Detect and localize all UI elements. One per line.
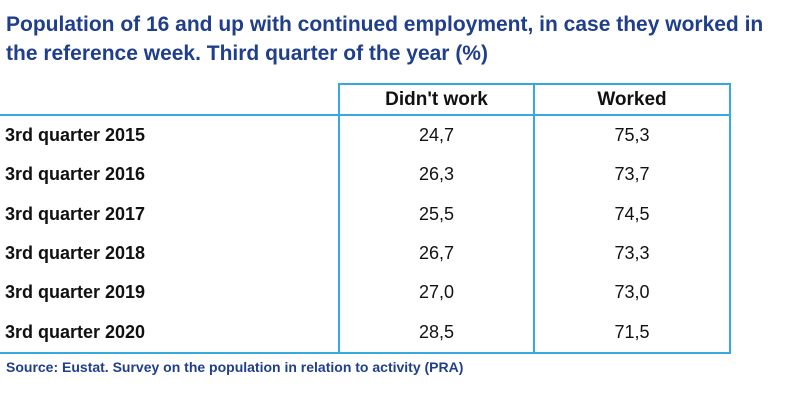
data-table-container: Didn't work Worked 3rd quarter 2015 24,7… <box>0 83 731 354</box>
table-row: 3rd quarter 2016 26,3 73,7 <box>0 155 731 195</box>
table-row: 3rd quarter 2018 26,7 73,3 <box>0 233 731 274</box>
table-row: 3rd quarter 2015 24,7 75,3 <box>0 115 731 156</box>
didnt-work-cell: 26,7 <box>338 233 535 274</box>
table-row: 3rd quarter 2020 28,5 71,5 <box>0 312 731 354</box>
row-label: 3rd quarter 2018 <box>5 243 146 264</box>
column-header-worked: Worked <box>533 83 731 116</box>
table-title: Population of 16 and up with continued e… <box>6 13 764 65</box>
worked-cell: 73,3 <box>533 233 731 274</box>
row-label: 3rd quarter 2017 <box>5 203 146 224</box>
didnt-work-cell: 24,7 <box>338 115 535 156</box>
worked-cell: 71,5 <box>533 312 731 354</box>
data-table: Didn't work Worked 3rd quarter 2015 24,7… <box>0 83 731 354</box>
worked-cell: 73,0 <box>533 273 731 313</box>
didnt-work-cell: 26,3 <box>338 155 535 195</box>
table-row: 3rd quarter 2019 27,0 73,0 <box>0 273 731 313</box>
row-label: 3rd quarter 2019 <box>5 282 146 303</box>
worked-cell: 73,7 <box>533 155 731 195</box>
header-row: Didn't work Worked <box>0 83 731 116</box>
row-label: 3rd quarter 2020 <box>0 312 339 354</box>
didnt-work-cell: 25,5 <box>338 194 535 234</box>
didnt-work-cell: 28,5 <box>338 312 535 354</box>
worked-cell: 75,3 <box>533 115 731 156</box>
table-row: 3rd quarter 2017 25,5 74,5 <box>0 194 731 234</box>
didnt-work-cell: 27,0 <box>338 273 535 313</box>
row-label: 3rd quarter 2015 <box>5 125 146 146</box>
row-label: 3rd quarter 2016 <box>5 164 146 185</box>
worked-cell: 74,5 <box>533 194 731 234</box>
column-header-didnt-work: Didn't work <box>338 83 535 116</box>
source-note: Source: Eustat. Survey on the population… <box>6 359 464 375</box>
corner-header <box>0 84 339 116</box>
